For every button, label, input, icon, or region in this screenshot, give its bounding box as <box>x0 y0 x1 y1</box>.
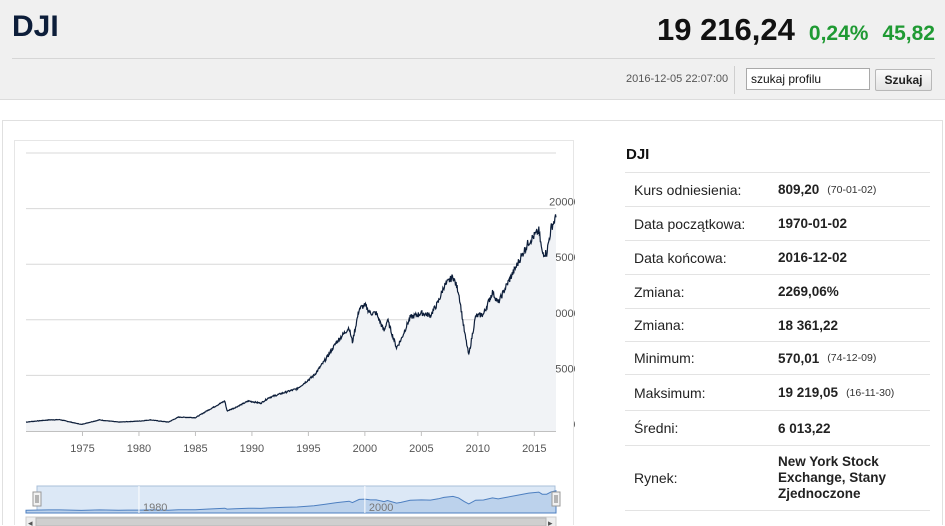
x-tick-label: 1980 <box>127 443 151 455</box>
info-label: Kurs odniesienia: <box>634 181 742 198</box>
navigator-handle[interactable] <box>32 491 42 507</box>
info-row: Data początkowa: 1970-01-02 <box>625 207 930 241</box>
x-tick-label: 2015 <box>522 443 546 455</box>
info-value-text: 2269,06% <box>778 284 839 299</box>
scrollbar-thumb[interactable] <box>35 517 547 526</box>
change-percent: 0,24% <box>808 22 869 45</box>
vertical-separator <box>734 66 735 94</box>
info-value-text: New York Stock Exchange, Stany Zjednoczo… <box>778 454 887 501</box>
info-title: DJI <box>626 146 650 163</box>
info-value-text: 18 361,22 <box>778 317 839 333</box>
search-profile-input[interactable] <box>746 68 870 90</box>
ticker-symbol: DJI <box>12 10 59 43</box>
info-table: Kurs odniesienia: 809,20 (70-01-02) Data po… <box>625 172 930 511</box>
info-label: Data końcowa: <box>634 249 727 266</box>
quote-timestamp: 2016-12-05 22:07:00 <box>626 73 729 85</box>
info-value-text: 2016-12-02 <box>778 250 848 265</box>
navigator-label: 1980 <box>143 502 167 514</box>
x-tick-label: 2010 <box>466 443 490 455</box>
info-label: Minimum: <box>634 350 695 366</box>
info-row: Rynek: New York Stock Exchange, Stany Zje… <box>625 446 930 511</box>
quote-summary: 19 216,24 0,24% 45,82 <box>657 12 935 48</box>
change-absolute: 45,82 <box>882 22 935 45</box>
info-value: 2269,06% <box>778 275 930 308</box>
navigator-series <box>25 490 557 514</box>
x-tick-label: 1985 <box>183 443 207 455</box>
price-chart[interactable]: 0,005000,0010000,0015000,0020000,0019751… <box>14 140 575 526</box>
info-row: Kurs odniesienia: 809,20 (70-01-02) <box>625 173 930 207</box>
info-value-date: (70-01-02) <box>827 183 877 196</box>
scroll-left-icon[interactable]: ◂ <box>28 518 33 526</box>
y-tick-label: 0,00 <box>574 419 575 431</box>
header-bar: DJI 19 216,24 0,24% 45,82 2016-12-05 22:… <box>0 0 945 100</box>
chart-svg[interactable]: 0,005000,0010000,0015000,0020000,0019751… <box>15 141 575 526</box>
info-row: Minimum: 570,01 (74-12-09) <box>625 342 930 375</box>
info-label: Rynek: <box>634 470 678 486</box>
y-tick-label: 20000,00 <box>549 197 575 209</box>
info-row: Zmiana: 2269,06% <box>625 275 930 309</box>
info-row: Data końcowa: 2016-12-02 <box>625 241 930 275</box>
x-tick-label: 1990 <box>240 443 264 455</box>
info-value: 570,01 (74-12-09) <box>778 342 930 374</box>
series-area <box>26 214 556 431</box>
info-value-text: 570,01 <box>778 350 820 366</box>
navigator-label: 2000 <box>369 502 393 514</box>
last-price: 19 216,24 <box>656 12 795 47</box>
info-label: Średni: <box>634 420 679 436</box>
info-value: 18 361,22 <box>778 309 930 341</box>
info-value-text: 19 219,05 <box>778 385 839 400</box>
info-row: Maksimum: 19 219,05 (16-11-30) <box>625 375 930 411</box>
info-label: Data początkowa: <box>634 215 746 232</box>
x-tick-label: 2005 <box>409 443 433 455</box>
info-value-text: 6 013,22 <box>778 420 831 436</box>
y-tick-label: 5000,00 <box>555 363 575 375</box>
info-value: 1970-01-02 <box>778 207 930 240</box>
navigator-handle[interactable] <box>551 491 561 507</box>
info-row: Średni: 6 013,22 <box>625 411 930 446</box>
info-label: Zmiana: <box>634 317 685 333</box>
x-tick-label: 2000 <box>353 443 377 455</box>
info-value-text: 809,20 <box>778 182 820 197</box>
x-tick-label: 1975 <box>70 443 94 455</box>
info-value: 2016-12-02 <box>778 241 930 274</box>
info-value-date: (74-12-09) <box>827 352 877 364</box>
info-label: Zmiana: <box>634 283 685 300</box>
x-tick-label: 1995 <box>296 443 320 455</box>
info-label: Maksimum: <box>634 384 706 401</box>
search-button[interactable]: Szukaj <box>875 69 932 91</box>
info-value: 809,20 (70-01-02) <box>778 173 930 206</box>
info-value: New York Stock Exchange, Stany Zjednoczo… <box>778 446 930 510</box>
scroll-right-icon[interactable]: ▸ <box>548 518 553 526</box>
info-value-text: 1970-01-02 <box>778 216 848 231</box>
header-divider <box>12 58 935 59</box>
info-value: 6 013,22 <box>778 411 930 445</box>
series-line <box>25 214 557 426</box>
info-value-date: (16-11-30) <box>846 386 895 399</box>
info-value: 19 219,05 (16-11-30) <box>778 375 930 410</box>
info-row: Zmiana: 18 361,22 <box>625 309 930 342</box>
